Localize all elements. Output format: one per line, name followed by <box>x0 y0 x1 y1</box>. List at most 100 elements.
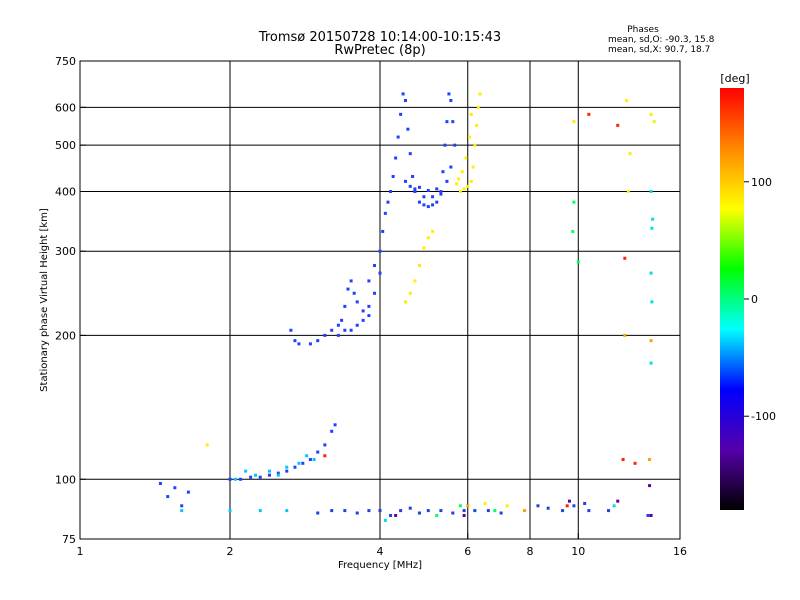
data-point-1-10 <box>228 509 232 513</box>
data-point-3-7 <box>458 189 462 193</box>
data-point-0-76 <box>431 195 435 199</box>
data-point-6-2 <box>648 457 652 461</box>
y-axis-label: Stationary phase Virtual Height [km] <box>39 208 50 392</box>
data-point-1-6 <box>297 461 301 465</box>
data-point-0-84 <box>435 187 439 191</box>
data-point-2-19 <box>561 509 565 513</box>
y-tick-label-3: 300 <box>55 245 76 258</box>
data-point-2-6 <box>389 513 393 517</box>
data-point-3-1 <box>408 291 412 295</box>
data-point-0-73 <box>449 165 453 169</box>
x-tick-label-3: 6 <box>464 545 471 558</box>
data-point-2-14 <box>473 509 477 513</box>
colorbar-tick-label-1: 0 <box>751 293 758 306</box>
data-point-2-10 <box>426 509 430 513</box>
data-point-1-4 <box>276 473 280 477</box>
data-point-0-55 <box>403 99 407 103</box>
data-point-0-47 <box>383 211 387 215</box>
y-tick-label-5: 500 <box>55 139 76 152</box>
data-point-2-9 <box>417 511 421 515</box>
x-tick-label-4: 8 <box>527 545 534 558</box>
data-point-5-5 <box>323 454 327 458</box>
data-point-8-3 <box>567 499 571 503</box>
data-point-0-4 <box>173 486 177 490</box>
data-point-3-26 <box>649 112 653 116</box>
data-point-1-11 <box>258 509 262 513</box>
data-point-1-2 <box>253 473 257 477</box>
data-point-3-18 <box>460 170 464 174</box>
data-point-0-14 <box>308 457 312 461</box>
data-point-1-8 <box>312 457 316 461</box>
data-point-2-7 <box>399 509 403 513</box>
data-point-0-69 <box>447 92 451 96</box>
data-point-0-27 <box>340 318 344 322</box>
data-point-3-20 <box>468 135 472 139</box>
data-point-0-43 <box>367 279 371 283</box>
data-point-0-19 <box>289 328 293 332</box>
data-point-2-11 <box>439 509 443 513</box>
data-point-0-20 <box>293 339 297 343</box>
data-point-0-12 <box>293 465 297 469</box>
data-point-0-8 <box>258 475 262 479</box>
data-point-0-13 <box>301 461 305 465</box>
data-point-0-63 <box>431 203 435 207</box>
data-point-5-0 <box>587 112 591 116</box>
data-point-0-30 <box>349 279 353 283</box>
data-point-5-4 <box>633 461 637 465</box>
data-point-3-0 <box>403 300 407 304</box>
data-point-2-15 <box>486 509 490 513</box>
data-point-2-13 <box>462 509 466 513</box>
data-point-1-5 <box>285 465 289 469</box>
data-point-0-45 <box>378 249 382 253</box>
data-point-1-0 <box>233 477 237 481</box>
data-point-2-0 <box>316 511 320 515</box>
data-point-3-28 <box>205 443 209 447</box>
data-point-3-30 <box>505 504 509 508</box>
data-point-3-27 <box>652 120 656 124</box>
grid-lines <box>80 61 680 539</box>
data-point-0-39 <box>349 328 353 332</box>
y-tick-labels: 75 100 200 300 400 500 600 750 <box>55 55 86 546</box>
data-point-0-16 <box>323 443 327 447</box>
data-point-0-2 <box>180 504 184 508</box>
x-tick-label-6: 16 <box>673 545 687 558</box>
data-point-0-15 <box>316 450 320 454</box>
data-point-0-52 <box>396 135 400 139</box>
phases-heading: Phases <box>627 25 659 35</box>
data-point-0-18 <box>333 423 337 427</box>
y-tick-label-6: 600 <box>55 101 76 114</box>
data-point-4-1 <box>571 229 575 233</box>
data-point-0-21 <box>297 342 301 346</box>
data-point-3-9 <box>466 184 470 188</box>
data-point-0-67 <box>443 143 447 147</box>
data-point-3-16 <box>455 182 459 186</box>
chart-subtitle: RwPretec (8p) <box>334 43 425 58</box>
data-point-0-56 <box>406 127 410 131</box>
data-point-1-1 <box>244 469 248 473</box>
data-point-0-50 <box>391 174 395 178</box>
data-point-0-66 <box>441 170 445 174</box>
phases-o-line: mean, sd,O: -90.3, 15.8 <box>608 35 715 45</box>
data-point-3-10 <box>469 179 473 183</box>
data-point-0-74 <box>445 179 449 183</box>
x-tick-label-5: 10 <box>571 545 585 558</box>
data-point-0-82 <box>417 185 421 189</box>
colorbar-tick-label-2: -100 <box>751 410 776 423</box>
data-point-1-9 <box>180 509 184 513</box>
data-point-7-7 <box>383 518 387 522</box>
data-point-2-3 <box>355 511 359 515</box>
data-point-0-58 <box>411 174 415 178</box>
data-point-0-77 <box>422 195 426 199</box>
data-point-1-12 <box>285 509 289 513</box>
phases-x-line: mean, sd,X: 90.7, 18.7 <box>608 45 710 55</box>
data-point-8-0 <box>648 484 652 488</box>
data-point-0-64 <box>435 200 439 204</box>
data-point-0-37 <box>336 323 340 327</box>
data-point-7-3 <box>649 271 653 275</box>
y-tick-label-7: 750 <box>55 55 76 68</box>
data-point-0-23 <box>316 339 320 343</box>
y-tick-label-2: 200 <box>55 329 76 342</box>
data-point-0-40 <box>355 323 359 327</box>
data-point-3-22 <box>572 120 576 124</box>
